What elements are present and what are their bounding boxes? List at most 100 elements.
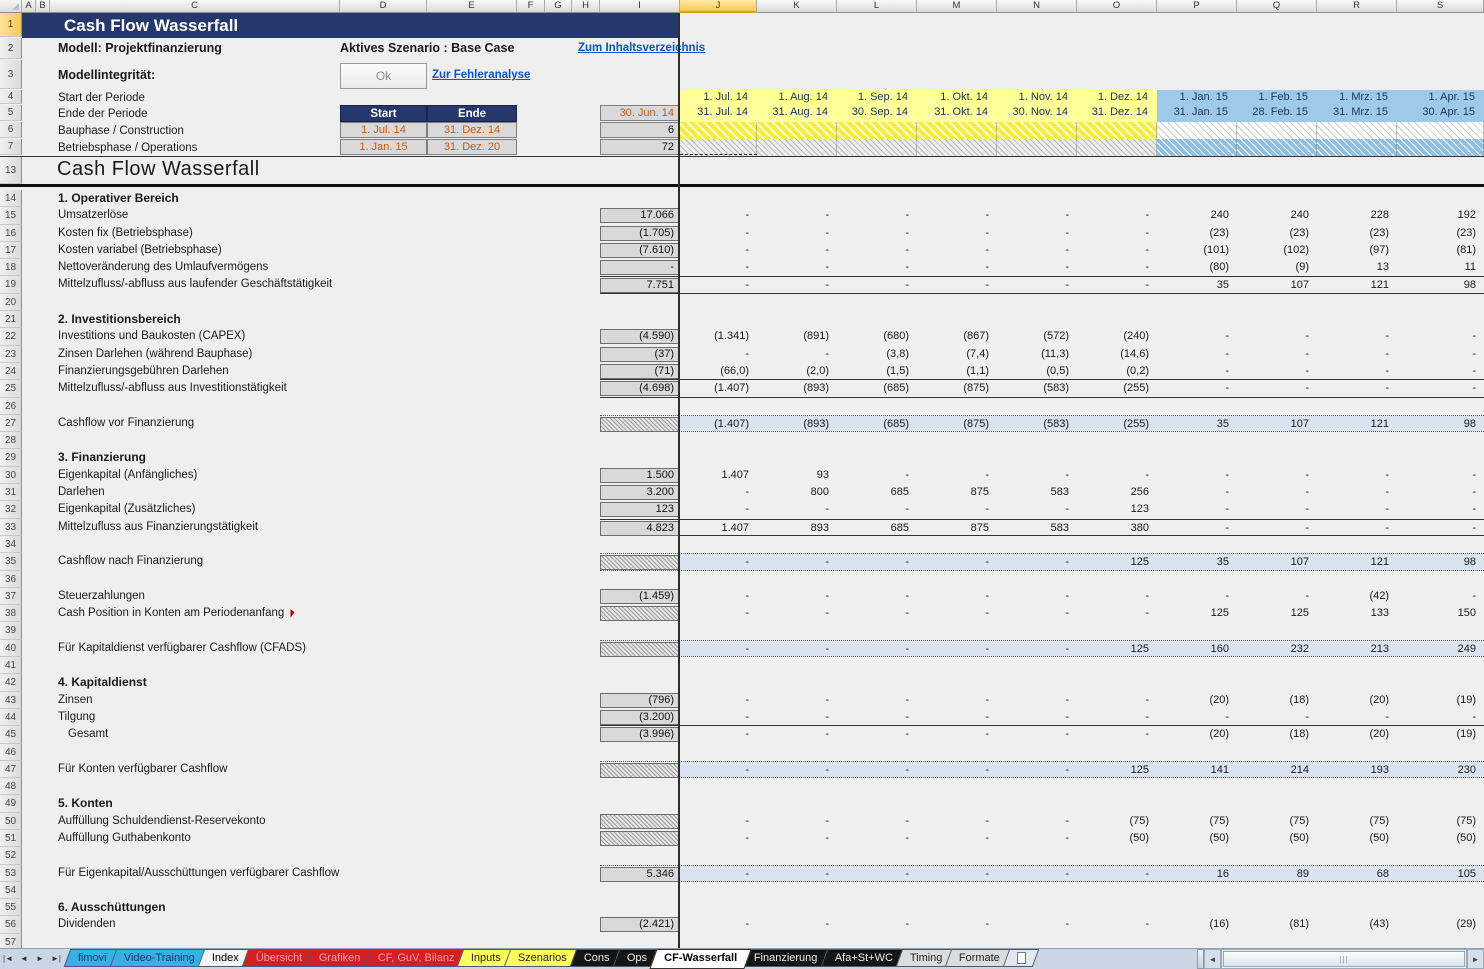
cell-P20[interactable] — [1157, 294, 1237, 311]
row-header-38[interactable]: 38 — [0, 605, 22, 623]
cell-R40[interactable]: 213 — [1370, 642, 1389, 655]
cell-K44[interactable]: - — [825, 710, 829, 723]
cell-Q33[interactable]: - — [1305, 521, 1309, 534]
row-header-20[interactable]: 20 — [0, 293, 22, 312]
cell-L25[interactable]: (685) — [883, 382, 909, 395]
cell-P22[interactable]: - — [1225, 330, 1229, 343]
ende-periode-label[interactable]: Ende der Periode — [58, 108, 148, 120]
cell-Q52[interactable] — [1237, 847, 1317, 864]
cell-S15[interactable]: 192 — [1457, 209, 1476, 222]
row-header-40[interactable]: 40 — [0, 639, 22, 658]
cell-J54[interactable] — [680, 882, 757, 899]
cell-R27[interactable]: 121 — [1370, 417, 1389, 430]
cell-Q44[interactable]: - — [1305, 710, 1309, 723]
cell-P7[interactable] — [1157, 139, 1237, 156]
betrieb-perioden-cell[interactable]: 72 — [600, 139, 679, 155]
cell-C14[interactable]: 1. Operativer Bereich — [58, 191, 179, 205]
cell-R34[interactable] — [1317, 536, 1397, 553]
cell-M42[interactable] — [917, 674, 997, 691]
cell-L54[interactable] — [837, 882, 917, 899]
cell-P43[interactable]: (20) — [1209, 693, 1229, 706]
cell-R39[interactable] — [1317, 622, 1397, 639]
cell-M55[interactable] — [917, 899, 997, 916]
cell-C34[interactable] — [22, 536, 600, 553]
cell-P19[interactable]: 35 — [1216, 279, 1229, 292]
cell-C24[interactable]: Finanzierungsgebühren Darlehen — [58, 364, 229, 377]
cell-S5[interactable]: 30. Apr. 15 — [1397, 105, 1484, 122]
cell-P28[interactable] — [1157, 432, 1237, 449]
cell-R38[interactable]: 133 — [1370, 607, 1389, 620]
cell-Q24[interactable]: - — [1305, 364, 1309, 377]
cell-O16[interactable]: - — [1145, 226, 1149, 239]
cell-N23[interactable]: (11,3) — [1041, 347, 1069, 360]
cell-P24[interactable]: - — [1225, 364, 1229, 377]
cell-O51[interactable]: (50) — [1129, 831, 1149, 844]
cell-J34[interactable] — [680, 536, 757, 553]
cell-Q19[interactable]: 107 — [1290, 279, 1309, 292]
cell-O35[interactable]: 125 — [1130, 556, 1149, 569]
cell-O5[interactable]: 31. Dez. 14 — [1077, 105, 1157, 122]
cell-M32[interactable]: - — [985, 503, 989, 516]
cell-Q32[interactable]: - — [1305, 503, 1309, 516]
cell-M5[interactable]: 31. Okt. 14 — [917, 105, 997, 122]
cell-J47[interactable]: - — [745, 763, 749, 776]
cell-R45[interactable]: (20) — [1369, 728, 1389, 741]
row-header-53[interactable]: 53 — [0, 864, 22, 882]
cell-O4[interactable]: 1. Dez. 14 — [1077, 90, 1157, 105]
cell-N7[interactable] — [997, 139, 1077, 156]
cell-L44[interactable]: - — [905, 710, 909, 723]
cell-P29[interactable] — [1157, 449, 1237, 466]
cell-I47[interactable] — [600, 762, 680, 778]
cell-O22[interactable]: (240) — [1123, 330, 1149, 343]
cell-K14[interactable] — [757, 190, 837, 207]
cell-M35[interactable]: - — [985, 556, 989, 569]
cell-J43[interactable]: - — [745, 693, 749, 706]
row-header-54[interactable]: 54 — [0, 881, 22, 900]
cell-J52[interactable] — [680, 847, 757, 864]
cell-I54[interactable] — [600, 882, 680, 899]
cell-N5[interactable]: 30. Nov. 14 — [997, 105, 1077, 122]
cell-N55[interactable] — [997, 899, 1077, 916]
sheet-tab-cf-guv-bilanz[interactable]: CF, GuV, Bilanz — [363, 949, 469, 967]
cell-R36[interactable] — [1317, 571, 1397, 588]
cell-I48[interactable] — [600, 778, 680, 795]
cell-L26[interactable] — [837, 398, 917, 415]
cell-S4[interactable]: 1. Apr. 15 — [1397, 90, 1484, 105]
cell-S32[interactable]: - — [1472, 503, 1476, 516]
cell-K35[interactable]: - — [825, 556, 829, 569]
model-label[interactable]: Modell: Projektfinanzierung — [58, 41, 222, 55]
scroll-right-button[interactable]: ► — [1467, 949, 1484, 969]
cell-P30[interactable]: - — [1225, 468, 1229, 481]
start-periode-label[interactable]: Start der Periode — [58, 92, 145, 104]
cell-I56[interactable]: (2.421) — [600, 916, 680, 933]
cell-O53[interactable]: - — [1145, 867, 1149, 880]
cell-N40[interactable]: - — [1065, 642, 1069, 655]
cell-P48[interactable] — [1157, 778, 1237, 795]
cell-R33[interactable]: - — [1385, 521, 1389, 534]
cell-O41[interactable] — [1077, 657, 1157, 674]
column-header-B[interactable]: B — [36, 0, 50, 13]
cell-C33[interactable]: Mittelzufluss aus Finanzierungstätigkeit — [58, 520, 259, 533]
start-column-header[interactable]: Start — [340, 105, 427, 122]
cell-Q27[interactable]: 107 — [1290, 417, 1309, 430]
cell-L33[interactable]: 685 — [890, 521, 909, 534]
cell-K16[interactable]: - — [825, 226, 829, 239]
cell-S33[interactable]: - — [1472, 521, 1476, 534]
cell-J33[interactable]: 1.407 — [721, 521, 749, 534]
cell-L7[interactable] — [837, 139, 917, 156]
cell-K31[interactable]: 800 — [810, 486, 829, 499]
cell-Q25[interactable]: - — [1305, 382, 1309, 395]
cell-P27[interactable]: 35 — [1216, 417, 1229, 430]
cell-J26[interactable] — [680, 398, 757, 415]
cell-L42[interactable] — [837, 674, 917, 691]
cell-N47[interactable]: - — [1065, 763, 1069, 776]
cell-M33[interactable]: 875 — [970, 521, 989, 534]
cell-L30[interactable]: - — [905, 468, 909, 481]
cell-C27[interactable]: Cashflow vor Finanzierung — [58, 416, 195, 429]
cell-K36[interactable] — [757, 571, 837, 588]
cell-J20[interactable] — [680, 294, 757, 311]
cell-S46[interactable] — [1397, 744, 1484, 761]
sheet-tab-finanzierung[interactable]: Finanzierung — [739, 949, 832, 967]
cell-C35[interactable]: Cashflow nach Finanzierung — [58, 555, 204, 568]
bauphase-label[interactable]: Bauphase / Construction — [58, 125, 184, 137]
